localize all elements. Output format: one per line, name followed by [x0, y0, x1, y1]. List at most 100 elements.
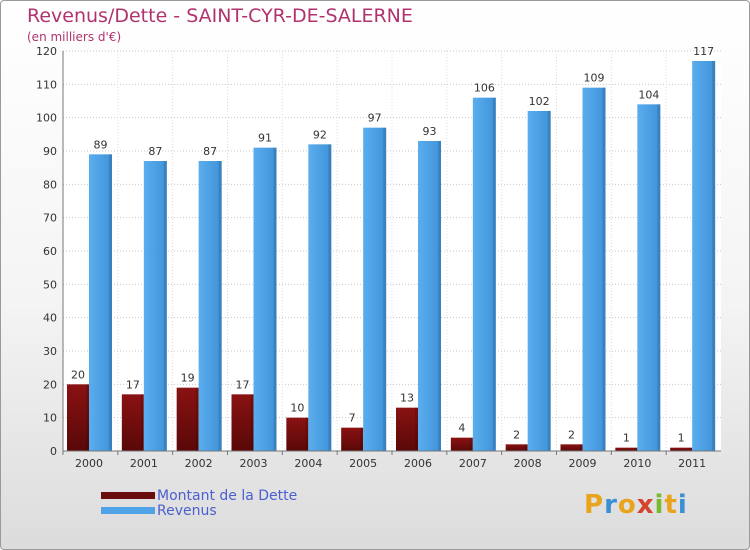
logo-letter: r: [604, 490, 618, 520]
bar-shade-debt-2009: [579, 444, 583, 451]
bar-shade-revenue-2000: [109, 154, 112, 452]
logo-letter: o: [617, 490, 637, 520]
bar-debt-2006: [396, 407, 418, 451]
y-tick-label: 60: [43, 245, 57, 258]
data-label-debt-2002: 19: [181, 372, 195, 385]
y-tick-label: 90: [43, 145, 57, 158]
bar-revenue-2006: [418, 141, 441, 451]
data-label-revenue-2002: 87: [203, 145, 217, 158]
bar-debt-2004: [286, 417, 309, 451]
x-tick-label: 2005: [349, 457, 377, 470]
legend-item-debt: Montant de la Dette: [101, 488, 297, 504]
legend-item-revenue: Revenus: [101, 502, 297, 519]
proxiti-logo: Proxiti: [584, 490, 688, 520]
bar-revenue-2009: [582, 87, 606, 452]
x-tick-label: 2010: [623, 457, 651, 470]
legend: Montant de la Dette Revenus: [101, 488, 297, 519]
y-tick-label: 50: [43, 278, 57, 291]
bar-shade-revenue-2009: [602, 87, 606, 452]
y-tick-label: 80: [43, 178, 57, 191]
bar-debt-2005: [341, 427, 364, 451]
bar-revenue-2005: [363, 127, 387, 452]
bar-revenue-2003: [253, 147, 277, 451]
logo-letter: P: [584, 490, 605, 520]
bar-shade-debt-2002: [195, 387, 199, 451]
bar-debt-2011: [670, 447, 693, 451]
bar-revenue-2002: [198, 161, 222, 451]
data-label-debt-2011: 1: [678, 432, 685, 445]
legend-swatch-debt: [101, 492, 155, 499]
chart-subtitle: (en milliers d'€): [27, 30, 122, 44]
bar-shade-revenue-2001: [163, 161, 167, 451]
x-tick-label: 2003: [240, 457, 268, 470]
x-tick-label: 2001: [130, 457, 158, 470]
logo-letter: i: [677, 490, 688, 520]
data-label-revenue-2003: 91: [258, 132, 272, 145]
x-tick-label: 2009: [569, 457, 597, 470]
data-label-debt-2009: 2: [568, 428, 575, 441]
y-tick-label: 20: [43, 378, 57, 391]
bar-debt-2008: [505, 444, 528, 451]
x-tick-label: 2011: [678, 457, 706, 470]
bar-shade-revenue-2010: [657, 104, 661, 451]
legend-swatch-revenue: [101, 507, 155, 514]
bar-debt-2003: [231, 394, 254, 451]
data-label-revenue-2007: 106: [474, 82, 495, 95]
logo-letter: t: [664, 490, 678, 520]
bar-revenue-2007: [472, 97, 496, 452]
bar-shade-debt-2003: [250, 394, 254, 451]
data-label-debt-2004: 10: [290, 402, 304, 415]
data-label-revenue-2009: 109: [584, 72, 605, 85]
x-tick-label: 2000: [75, 457, 103, 470]
bar-shade-debt-2000: [86, 384, 89, 451]
bar-shade-debt-2005: [360, 427, 364, 451]
data-label-debt-2001: 17: [126, 378, 140, 391]
x-tick-label: 2006: [404, 457, 432, 470]
bar-shade-revenue-2002: [218, 161, 222, 451]
x-tick-label: 2008: [514, 457, 542, 470]
bar-shade-debt-2008: [524, 444, 528, 451]
bar-revenue-2010: [637, 104, 661, 451]
bar-shade-revenue-2007: [492, 97, 496, 452]
bar-shade-revenue-2004: [328, 144, 332, 452]
y-tick-label: 10: [43, 412, 57, 425]
data-label-debt-2008: 2: [513, 428, 520, 441]
bar-shade-revenue-2006: [438, 141, 441, 451]
logo-letter: i: [654, 490, 665, 520]
y-tick-label: 110: [36, 78, 57, 91]
bar-revenue-2008: [527, 111, 551, 451]
bar-shade-debt-2004: [305, 417, 309, 451]
data-label-revenue-2001: 87: [148, 145, 162, 158]
bar-shade-revenue-2008: [547, 111, 551, 451]
bar-debt-2007: [450, 437, 473, 451]
data-label-revenue-2010: 104: [638, 88, 659, 101]
y-tick-label: 30: [43, 345, 57, 358]
y-tick-label: 0: [50, 445, 57, 458]
legend-label-revenue: Revenus: [157, 502, 217, 519]
data-label-revenue-2011: 117: [693, 45, 714, 58]
data-label-debt-2010: 1: [623, 432, 630, 445]
bar-shade-revenue-2011: [712, 61, 716, 451]
y-tick-label: 70: [43, 212, 57, 225]
data-label-revenue-2008: 102: [529, 95, 550, 108]
bar-revenue-2004: [308, 144, 332, 452]
x-tick-label: 2007: [459, 457, 487, 470]
y-tick-label: 120: [36, 45, 57, 58]
data-label-debt-2005: 7: [349, 412, 356, 425]
bar-shade-revenue-2003: [273, 147, 277, 451]
x-tick-label: 2004: [294, 457, 322, 470]
data-label-revenue-2004: 92: [313, 128, 327, 141]
bar-shade-debt-2010: [634, 447, 638, 451]
x-tick-label: 2002: [185, 457, 213, 470]
bar-debt-2001: [121, 394, 144, 451]
chart-title: Revenus/Dette - SAINT-CYR-DE-SALERNE: [27, 5, 413, 27]
bar-shade-debt-2011: [689, 447, 693, 451]
bar-shade-debt-2006: [415, 407, 418, 451]
data-label-debt-2007: 4: [458, 422, 465, 435]
bar-shade-revenue-2005: [383, 127, 387, 452]
bar-revenue-2011: [692, 61, 716, 451]
y-tick-label: 100: [36, 112, 57, 125]
data-label-debt-2006: 13: [400, 392, 414, 405]
